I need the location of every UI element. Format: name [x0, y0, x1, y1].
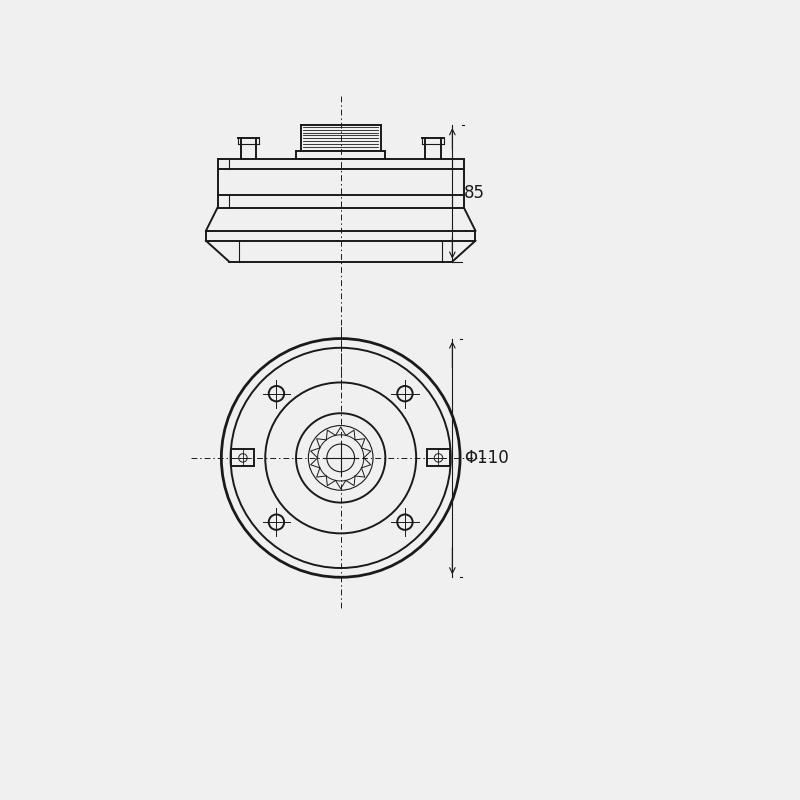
Bar: [427, 450, 450, 466]
Text: Φ110: Φ110: [464, 449, 509, 467]
Text: 85: 85: [464, 185, 485, 202]
Bar: [231, 450, 254, 466]
